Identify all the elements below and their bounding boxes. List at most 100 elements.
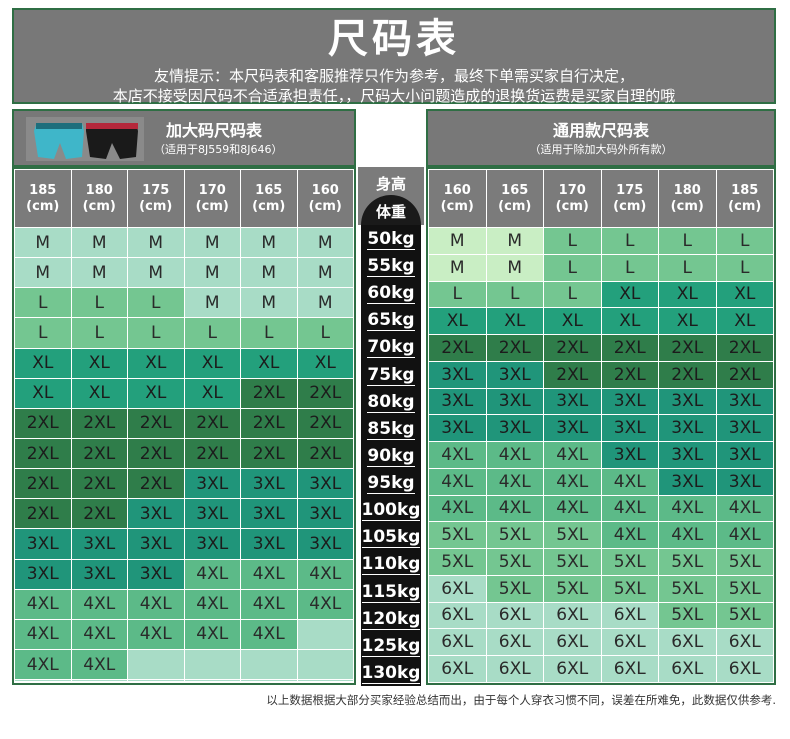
- height-header-cell: 180 (cm): [658, 169, 717, 228]
- size-cell: 2XL: [715, 334, 774, 362]
- size-cell: 3XL: [715, 441, 774, 469]
- size-cell: [14, 680, 72, 684]
- table-row: XL XL XL XL 2XL 2XL: [14, 377, 354, 409]
- notice-line-1: 友情提示：本尺码表和客服推荐只作为参考，最终下单需买家自行决定，: [153, 67, 634, 85]
- size-cell: 2XL: [428, 334, 487, 362]
- size-cell: 6XL: [428, 628, 487, 656]
- table-row: 6XL 6XL 6XL 6XL 6XL 6XL: [428, 655, 774, 683]
- weight-label-item: 50kg: [367, 229, 415, 250]
- size-cell: 2XL: [658, 334, 717, 362]
- size-cell: 6XL: [600, 655, 659, 683]
- size-cell: 5XL: [543, 574, 602, 603]
- weight-label-item: 115kg: [361, 581, 421, 603]
- size-cell: L: [14, 317, 72, 349]
- size-cell: XL: [543, 307, 602, 335]
- size-cell: 3XL: [14, 558, 72, 590]
- weight-label-item: 75kg: [367, 364, 415, 386]
- weight-label-item: 110kg: [361, 554, 421, 576]
- table-row: 6XL 5XL 5XL 5XL 5XL 5XL: [428, 574, 774, 603]
- size-cell: 6XL: [600, 628, 659, 656]
- size-cell: 4XL: [600, 467, 659, 496]
- size-cell: [240, 648, 298, 681]
- size-cell: XL: [183, 377, 241, 409]
- size-cell: 4XL: [485, 494, 544, 523]
- size-cell: 3XL: [485, 414, 544, 442]
- weight-label-item: 85kg: [367, 418, 415, 440]
- weight-label-item: 80kg: [367, 391, 415, 413]
- size-cell: 4XL: [543, 441, 602, 469]
- table-row: 4XL 4XL 4XL 3XL 3XL 3XL: [428, 441, 774, 469]
- table-row: 3XL 3XL 3XL 3XL 3XL 3XL: [428, 387, 774, 416]
- weight-label-item: 55kg: [367, 256, 415, 278]
- size-cell: 3XL: [543, 414, 602, 442]
- size-cell: L: [240, 317, 298, 349]
- size-cell: L: [70, 287, 128, 319]
- size-cell: 3XL: [600, 441, 659, 469]
- size-cell: 6XL: [543, 655, 602, 683]
- size-cell: 6XL: [715, 628, 774, 656]
- size-cell: XL: [296, 347, 354, 379]
- height-header-cell: 170 (cm): [543, 169, 602, 228]
- size-cell: 5XL: [658, 548, 717, 576]
- size-cell: 4XL: [240, 558, 298, 590]
- size-cell: 4XL: [658, 521, 717, 549]
- weight-label-item: 130kg: [361, 662, 421, 684]
- size-cell: 3XL: [428, 387, 487, 416]
- size-cell: 3XL: [240, 528, 298, 560]
- size-cell: 4XL: [428, 441, 487, 469]
- size-cell: L: [127, 317, 185, 349]
- size-cell: 5XL: [543, 521, 602, 549]
- table-row: 3XL 3XL 3XL 3XL 3XL 3XL: [14, 528, 354, 560]
- size-cell: 2XL: [543, 360, 602, 389]
- size-cell: M: [428, 253, 487, 282]
- left-panel-subtitle: （适用于8J559和8J646）: [154, 143, 283, 156]
- size-cell: L: [658, 227, 717, 255]
- weight-list: 50kg 55kg 60kg 65kg 70kg 75kg 80kg 85kg 90kg 95kg…: [361, 225, 421, 686]
- size-cell: XL: [715, 280, 774, 309]
- size-cell: 3XL: [296, 468, 354, 500]
- size-cell: M: [485, 253, 544, 282]
- size-cell: 5XL: [428, 521, 487, 549]
- size-cell: 2XL: [240, 407, 298, 439]
- size-cell: L: [543, 280, 602, 309]
- right-panel-title: 通用款尺码表: [552, 121, 649, 140]
- weight-label-item: 60kg: [367, 283, 415, 305]
- size-cell: 4XL: [715, 521, 774, 549]
- size-cell: 5XL: [600, 548, 659, 576]
- size-cell: 3XL: [127, 558, 185, 590]
- right-panel-subtitle: （适用于除加大码外所有款）: [529, 143, 673, 156]
- size-cell: 3XL: [715, 414, 774, 442]
- size-cell: 2XL: [600, 334, 659, 362]
- weight-column-spacer: [358, 109, 424, 167]
- size-cell: 6XL: [428, 574, 487, 603]
- size-cell: 3XL: [296, 528, 354, 560]
- size-cell: XL: [70, 377, 128, 409]
- size-cell: 2XL: [127, 468, 185, 500]
- size-cell: 4XL: [428, 467, 487, 496]
- size-cell: 6XL: [543, 628, 602, 656]
- size-cell: [296, 680, 354, 684]
- size-cell: [127, 680, 185, 684]
- size-cell: 4XL: [485, 467, 544, 496]
- table-row: 2XL 2XL 2XL 2XL 2XL 2XL: [14, 437, 354, 470]
- size-cell: M: [296, 287, 354, 319]
- size-cell: M: [183, 226, 241, 259]
- size-cell: 3XL: [428, 414, 487, 442]
- size-cell: 2XL: [485, 334, 544, 362]
- table-row: 6XL 6XL 6XL 6XL 5XL 5XL: [428, 601, 774, 630]
- size-cell: 4XL: [127, 618, 185, 650]
- size-cell: 3XL: [70, 558, 128, 590]
- size-cell: 4XL: [14, 618, 72, 650]
- size-cell: L: [715, 253, 774, 282]
- size-cell: 3XL: [183, 498, 241, 530]
- size-cell: 3XL: [658, 467, 717, 496]
- size-cell: 3XL: [240, 468, 298, 500]
- size-cell: 4XL: [543, 467, 602, 496]
- size-cell: M: [240, 226, 298, 259]
- height-header-cell: 170 (cm): [183, 169, 241, 228]
- size-cell: L: [658, 253, 717, 282]
- size-cell: 2XL: [600, 360, 659, 389]
- size-cell: XL: [658, 307, 717, 335]
- size-cell: 6XL: [715, 655, 774, 683]
- size-cell: XL: [485, 307, 544, 335]
